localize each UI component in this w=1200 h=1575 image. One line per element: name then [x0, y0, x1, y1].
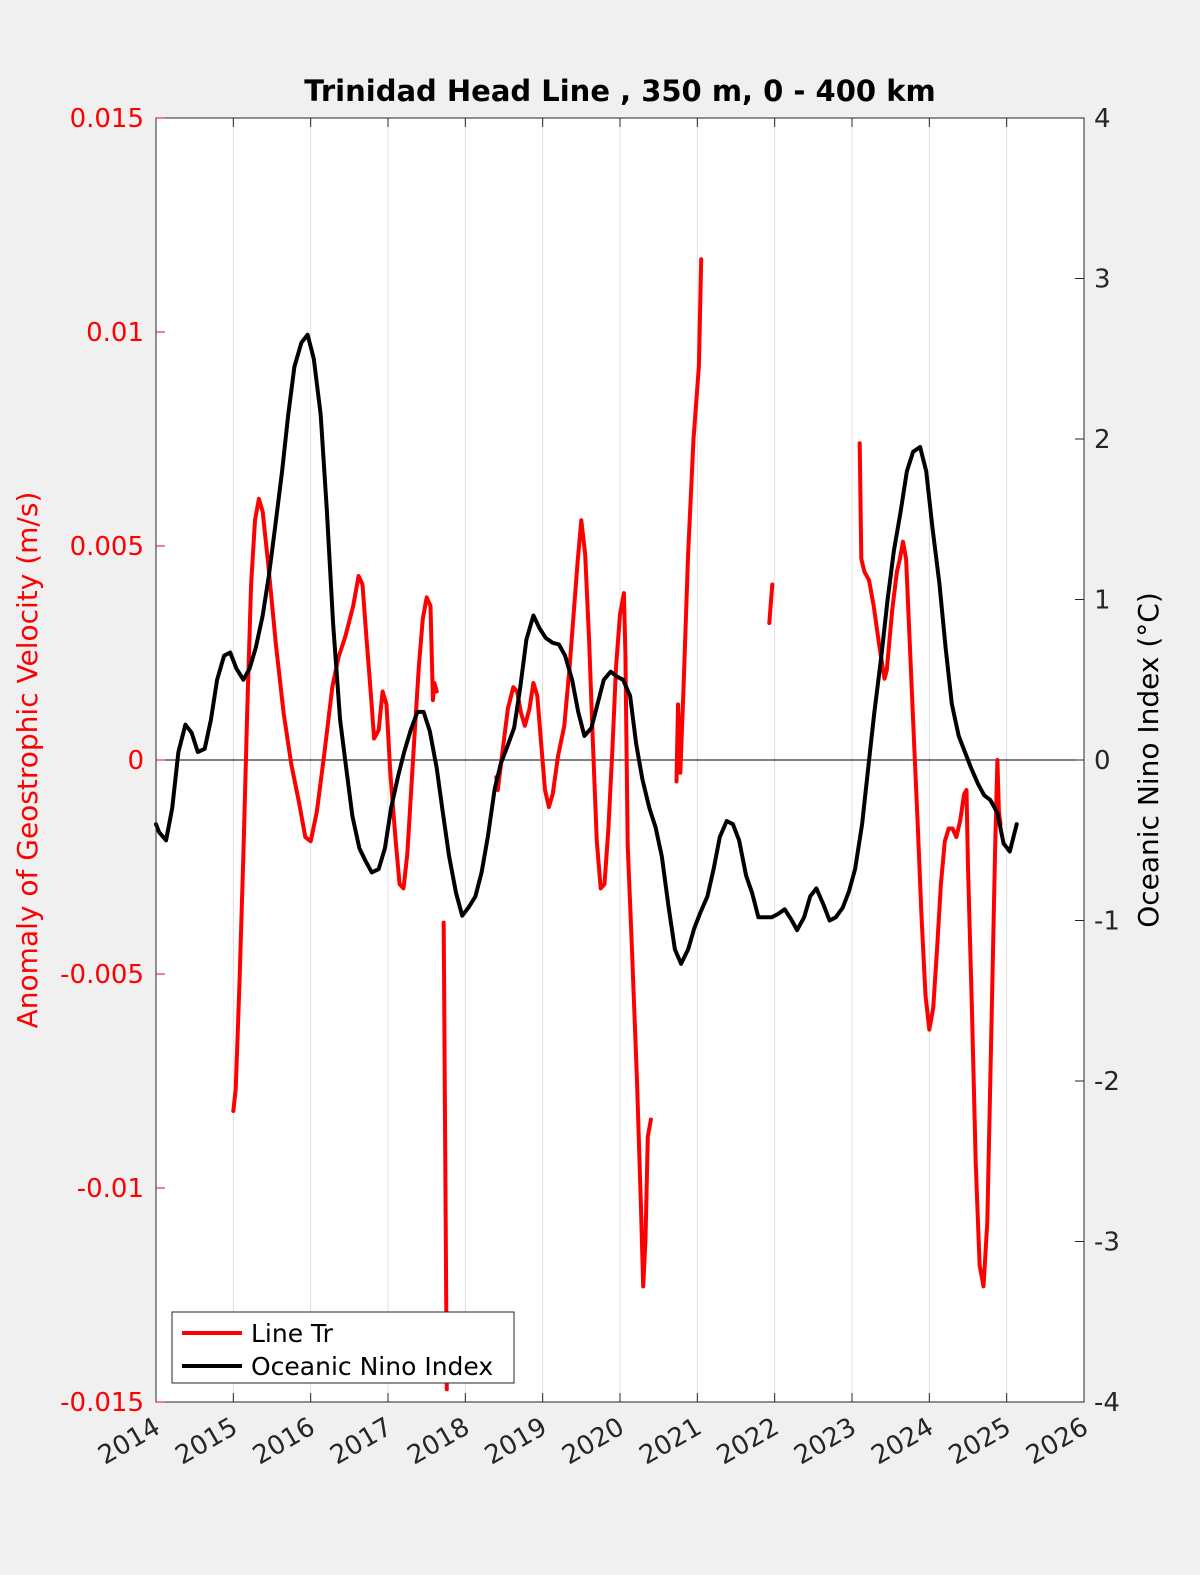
y-tick-label-right: -1	[1094, 907, 1120, 937]
legend-label-line-tr: Line Tr	[251, 1319, 334, 1348]
y-axis-label-right: Oceanic Nino Index (°C)	[1132, 592, 1165, 928]
y-tick-label-right: -4	[1094, 1388, 1120, 1418]
y-tick-label-left: 0.01	[86, 318, 144, 348]
y-tick-label-right: 1	[1094, 586, 1111, 616]
y-tick-label-left: -0.015	[60, 1388, 144, 1418]
y-tick-label-left: -0.01	[77, 1174, 144, 1204]
legend-label-oni: Oceanic Nino Index	[251, 1352, 493, 1381]
chart-title: Trinidad Head Line , 350 m, 0 - 400 km	[304, 74, 935, 108]
series-line-line-tr	[674, 257, 704, 784]
series-line-line-tr	[857, 441, 1003, 1289]
series-line-oceanic-nino-index	[154, 332, 1019, 966]
series-line-line-tr	[494, 518, 653, 1289]
y-tick-label-left: 0	[127, 746, 144, 776]
y-tick-label-left: -0.005	[60, 960, 144, 990]
series-layer	[154, 257, 1019, 1392]
y-tick-label-right: 4	[1094, 104, 1111, 134]
y-tick-label-right: 3	[1094, 265, 1111, 295]
series-line-line-tr	[441, 920, 449, 1392]
y-tick-label-right: 0	[1094, 746, 1111, 776]
legend: Line Tr Oceanic Nino Index	[171, 1311, 515, 1384]
ticks: 2014 2015 2016 2017 2018 2019 2020 2021 2022 2023…	[60, 104, 1120, 1471]
y-tick-label-left: 0.015	[70, 104, 144, 134]
y-tick-label-left: 0.005	[70, 532, 144, 562]
series-line-line-tr	[231, 496, 439, 1113]
y-tick-label-right: 2	[1094, 425, 1111, 455]
y-axis-label-left: Anomaly of Geostrophic Velocity (m/s)	[11, 492, 44, 1029]
y-tick-label-right: -3	[1094, 1228, 1120, 1258]
series-line-line-tr	[767, 582, 775, 625]
y-tick-label-right: -2	[1094, 1067, 1120, 1097]
legend-box	[171, 1311, 515, 1384]
